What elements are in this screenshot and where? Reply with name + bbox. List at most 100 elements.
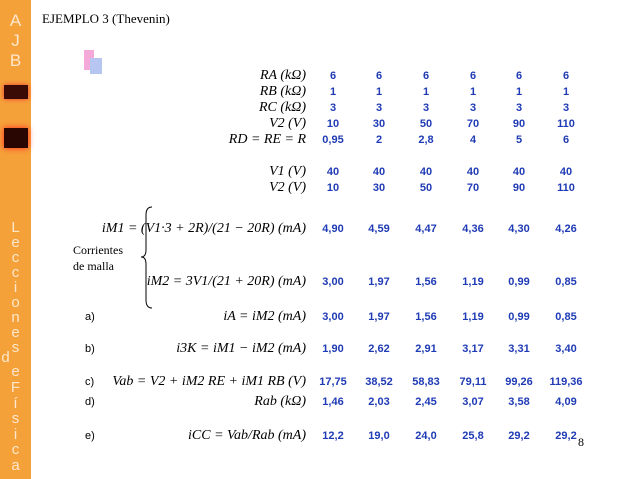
- cell-value: 110: [557, 182, 575, 194]
- cell-value: 0,99: [508, 311, 530, 323]
- cell-value: 2,91: [415, 343, 437, 355]
- row-label: Vab = V2 + iM2 RE + iM1 RB (V): [112, 374, 306, 389]
- cell-value: 40: [419, 166, 433, 178]
- cell-value: 30: [372, 182, 386, 194]
- sidebar-letter: e: [11, 363, 20, 380]
- row-label: iM2 = 3V1/(21 + 20R) (mA): [146, 274, 306, 289]
- sidebar-letter: i: [13, 279, 18, 296]
- cell-value: 6: [375, 70, 383, 82]
- cell-value: 2,62: [368, 343, 390, 355]
- row-label: V2 (V): [269, 180, 306, 195]
- cell-value: 50: [419, 118, 433, 130]
- page-number: 8: [578, 435, 584, 449]
- cell-value: 3,40: [555, 343, 577, 355]
- cell-value: 3: [422, 102, 430, 114]
- cell-value: 2,8: [418, 134, 434, 146]
- row-label: V1 (V): [269, 164, 306, 179]
- cell-value: 4,30: [508, 223, 530, 235]
- row-label: RD = RE = R: [228, 132, 306, 147]
- cell-value: 6: [422, 70, 430, 82]
- cell-value: 17,75: [319, 376, 347, 388]
- cell-value: 1,19: [462, 276, 484, 288]
- cell-value: 40: [372, 166, 386, 178]
- cell-value: 1,56: [415, 276, 437, 288]
- cell-value: 0,85: [555, 276, 577, 288]
- row-label: Rab (kΩ): [254, 394, 306, 409]
- cell-value: 1: [562, 86, 570, 98]
- cell-value: 1,90: [322, 343, 344, 355]
- row-label: iM1 = (V1·3 + 2R)/(21 − 20R) (mA): [101, 221, 306, 236]
- decoration: [84, 50, 94, 70]
- cell-value: 3: [469, 102, 477, 114]
- cell-value: 4,09: [555, 396, 577, 408]
- sidebar-letter: n: [11, 309, 20, 326]
- cell-value: 30: [372, 118, 386, 130]
- cell-value: 119,36: [549, 376, 583, 388]
- sidebar-letter: A: [9, 11, 22, 30]
- row-item: d): [85, 396, 95, 408]
- cell-value: 0,85: [555, 311, 577, 323]
- cell-value: 3: [515, 102, 523, 114]
- cell-value: 4: [469, 134, 477, 146]
- cell-value: 1,56: [415, 311, 437, 323]
- row-label: V2 (V): [269, 116, 306, 131]
- cell-value: 3,31: [508, 343, 530, 355]
- cell-value: 29,2: [555, 430, 577, 442]
- cell-value: 38,52: [365, 376, 393, 388]
- row-item: a): [85, 311, 95, 323]
- row-label: i3K = iM1 − iM2 (mA): [176, 341, 306, 356]
- cell-value: 29,2: [508, 430, 530, 442]
- cell-value: 3,17: [462, 343, 484, 355]
- row-label: iCC = Vab/Rab (mA): [188, 428, 306, 443]
- cell-value: 0,95: [322, 134, 344, 146]
- cell-value: 4,59: [368, 223, 390, 235]
- sidebar-letter: d: [1, 349, 10, 366]
- sidebar-letter: í: [13, 394, 18, 412]
- cell-value: 24,0: [415, 430, 437, 442]
- cell-value: 2,45: [415, 396, 437, 408]
- cell-value: 6: [469, 70, 477, 82]
- sidebar-letter: F: [10, 379, 21, 396]
- cell-value: 3: [375, 102, 383, 114]
- cell-value: 40: [512, 166, 526, 178]
- cell-value: 3,00: [322, 311, 344, 323]
- sidebar-image: [4, 85, 28, 99]
- cell-value: 110: [557, 118, 575, 130]
- cell-value: 4,36: [462, 223, 484, 235]
- cell-value: 70: [466, 182, 480, 194]
- cell-value: 6: [515, 70, 523, 82]
- brace: [140, 206, 153, 309]
- cell-value: 70: [466, 118, 480, 130]
- cell-value: 90: [512, 182, 526, 194]
- cell-value: 40: [326, 166, 340, 178]
- title: EJEMPLO 3 (Thevenin): [42, 11, 170, 26]
- sidebar-letter: s: [11, 410, 20, 427]
- row-label: RB (kΩ): [259, 84, 306, 99]
- sidebar-letter: c: [11, 249, 20, 266]
- cell-value: 58,83: [412, 376, 440, 388]
- cell-value: 50: [419, 182, 433, 194]
- sidebar: [0, 0, 31, 479]
- cell-value: 1: [329, 86, 337, 98]
- cell-value: 5: [515, 134, 523, 146]
- sidebar-letter: a: [11, 456, 20, 474]
- cell-value: 0,99: [508, 276, 530, 288]
- cell-value: 3: [562, 102, 570, 114]
- cell-value: 90: [512, 118, 526, 130]
- cell-value: 6: [562, 134, 570, 146]
- cell-value: 3,07: [462, 396, 484, 408]
- cell-value: 2: [375, 134, 383, 146]
- sidebar-letter: o: [11, 294, 20, 311]
- sidebar-letter: B: [9, 51, 22, 70]
- sidebar-letter: s: [11, 339, 20, 356]
- sidebar-letter: c: [11, 264, 20, 281]
- cell-value: 19,0: [368, 430, 390, 442]
- sidebar-letter: e: [11, 234, 20, 251]
- cell-value: 3: [329, 102, 337, 114]
- row-label: RA (kΩ): [259, 68, 306, 83]
- cell-value: 1: [515, 86, 523, 98]
- cell-value: 1,46: [322, 396, 344, 408]
- cell-value: 1: [422, 86, 430, 98]
- cell-value: 4,26: [555, 223, 577, 235]
